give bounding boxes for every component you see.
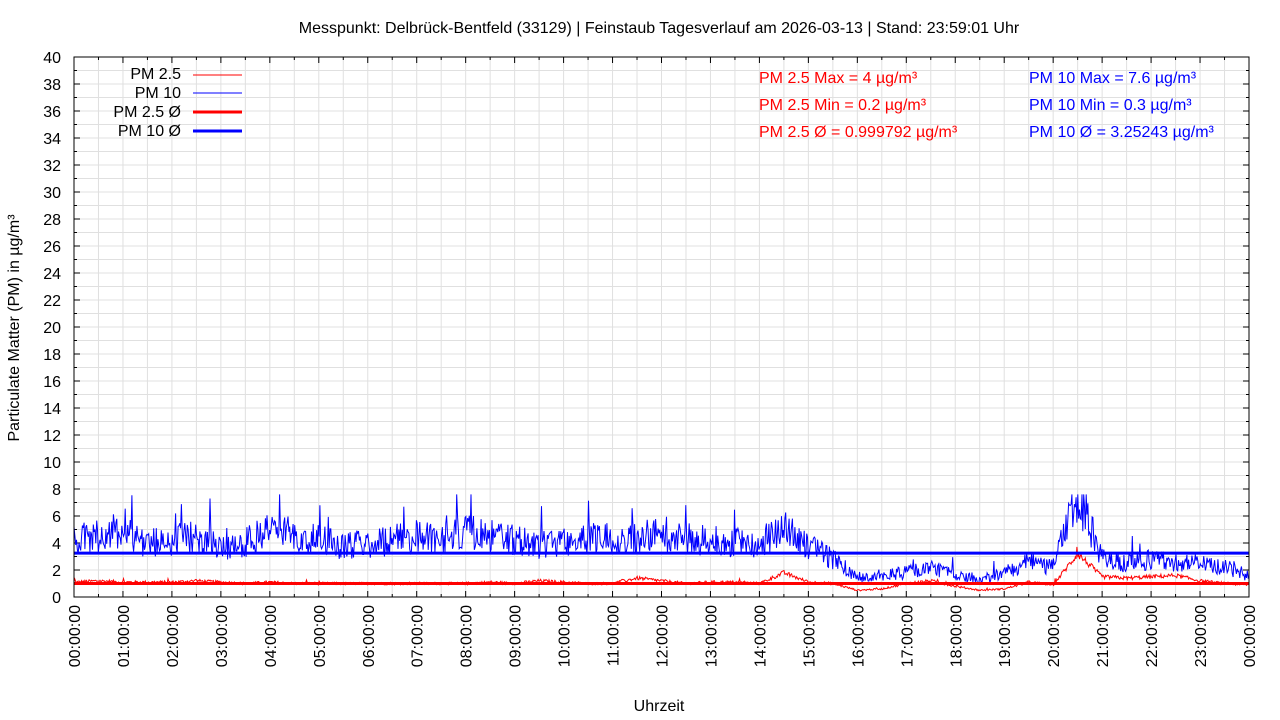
y-tick-label: 30 (43, 185, 61, 202)
x-tick-label: 18:00:00 (948, 605, 965, 667)
x-tick-label: 05:00:00 (312, 605, 329, 667)
y-tick-label: 8 (52, 482, 61, 499)
x-axis-label: Uhrzeit (634, 698, 685, 715)
x-tick-label: 17:00:00 (899, 605, 916, 667)
legend-label-pm10-avg: PM 10 Ø (118, 123, 181, 140)
series-line-pm10 (73, 494, 1250, 585)
x-tick-label: 04:00:00 (263, 605, 280, 667)
x-tick-label: 16:00:00 (850, 605, 867, 667)
grid (73, 56, 1250, 598)
x-tick-label: 08:00:00 (459, 605, 476, 667)
x-tick-label: 06:00:00 (361, 605, 378, 667)
stat-pm25-max: PM 2.5 Max = 4 µg/m³ (759, 70, 918, 87)
y-tick-label: 0 (52, 590, 61, 607)
x-tick-label: 23:00:00 (1193, 605, 1210, 667)
stat-pm25-avg: PM 2.5 Ø = 0.999792 µg/m³ (759, 124, 958, 141)
x-tick-label: 13:00:00 (703, 605, 720, 667)
legend-label-pm25-avg: PM 2.5 Ø (113, 104, 181, 121)
y-tick-label: 4 (52, 536, 61, 553)
x-tick-label: 10:00:00 (557, 605, 574, 667)
x-tick-label: 03:00:00 (214, 605, 231, 667)
y-tick-label: 22 (43, 293, 61, 310)
x-tick-label: 15:00:00 (801, 605, 818, 667)
y-tick-label: 20 (43, 320, 61, 337)
y-tick-label: 2 (52, 563, 61, 580)
y-tick-label: 12 (43, 428, 61, 445)
chart-title: Messpunkt: Delbrück-Bentfeld (33129) | F… (299, 20, 1020, 37)
x-tick-label: 07:00:00 (410, 605, 427, 667)
stat-pm10-max: PM 10 Max = 7.6 µg/m³ (1029, 70, 1197, 87)
y-tick-label: 40 (43, 50, 61, 67)
stats-annotations: PM 2.5 Max = 4 µg/m³ PM 2.5 Min = 0.2 µg… (759, 70, 1215, 141)
stat-pm25-min: PM 2.5 Min = 0.2 µg/m³ (759, 97, 927, 114)
y-tick-label: 14 (43, 401, 61, 418)
x-tick-label: 20:00:00 (1046, 605, 1063, 667)
x-tick-label: 11:00:00 (606, 605, 623, 666)
stat-pm10-avg: PM 10 Ø = 3.25243 µg/m³ (1029, 124, 1215, 141)
y-tick-label: 26 (43, 239, 61, 256)
y-tick-label: 16 (43, 374, 61, 391)
x-tick-label: 19:00:00 (997, 605, 1014, 667)
x-tick-label: 21:00:00 (1095, 605, 1112, 667)
x-tick-label: 00:00:00 (1242, 605, 1259, 667)
x-tick-label: 02:00:00 (165, 605, 182, 667)
y-tick-label: 10 (43, 455, 61, 472)
x-tick-label: 09:00:00 (508, 605, 525, 667)
y-tick-label: 28 (43, 212, 61, 229)
legend-label-pm10: PM 10 (135, 85, 181, 102)
x-tick-label: 14:00:00 (752, 605, 769, 667)
y-tick-label: 32 (43, 158, 61, 175)
legend: PM 2.5 PM 10 PM 2.5 Ø PM 10 Ø (113, 66, 242, 140)
x-tick-label: 00:00:00 (67, 605, 84, 667)
x-tick-labels: 00:00:00 01:00:00 02:00:00 03:00:00 04:00:00… (67, 605, 1259, 667)
stat-pm10-min: PM 10 Min = 0.3 µg/m³ (1029, 97, 1192, 114)
plot-frame (73, 56, 1250, 598)
y-tick-label: 34 (43, 131, 61, 148)
y-tick-label: 24 (43, 266, 61, 283)
x-tick-label: 01:00:00 (116, 605, 133, 667)
x-tick-label: 22:00:00 (1144, 605, 1161, 667)
y-tick-label: 6 (52, 509, 61, 526)
y-tick-label: 38 (43, 77, 61, 94)
legend-label-pm25: PM 2.5 (130, 66, 181, 83)
y-tick-label: 36 (43, 104, 61, 121)
y-tick-label: 18 (43, 347, 61, 364)
x-tick-label: 12:00:00 (655, 605, 672, 667)
series-layer (73, 494, 1250, 592)
y-axis-label: Particulate Matter (PM) in µg/m³ (6, 214, 23, 442)
